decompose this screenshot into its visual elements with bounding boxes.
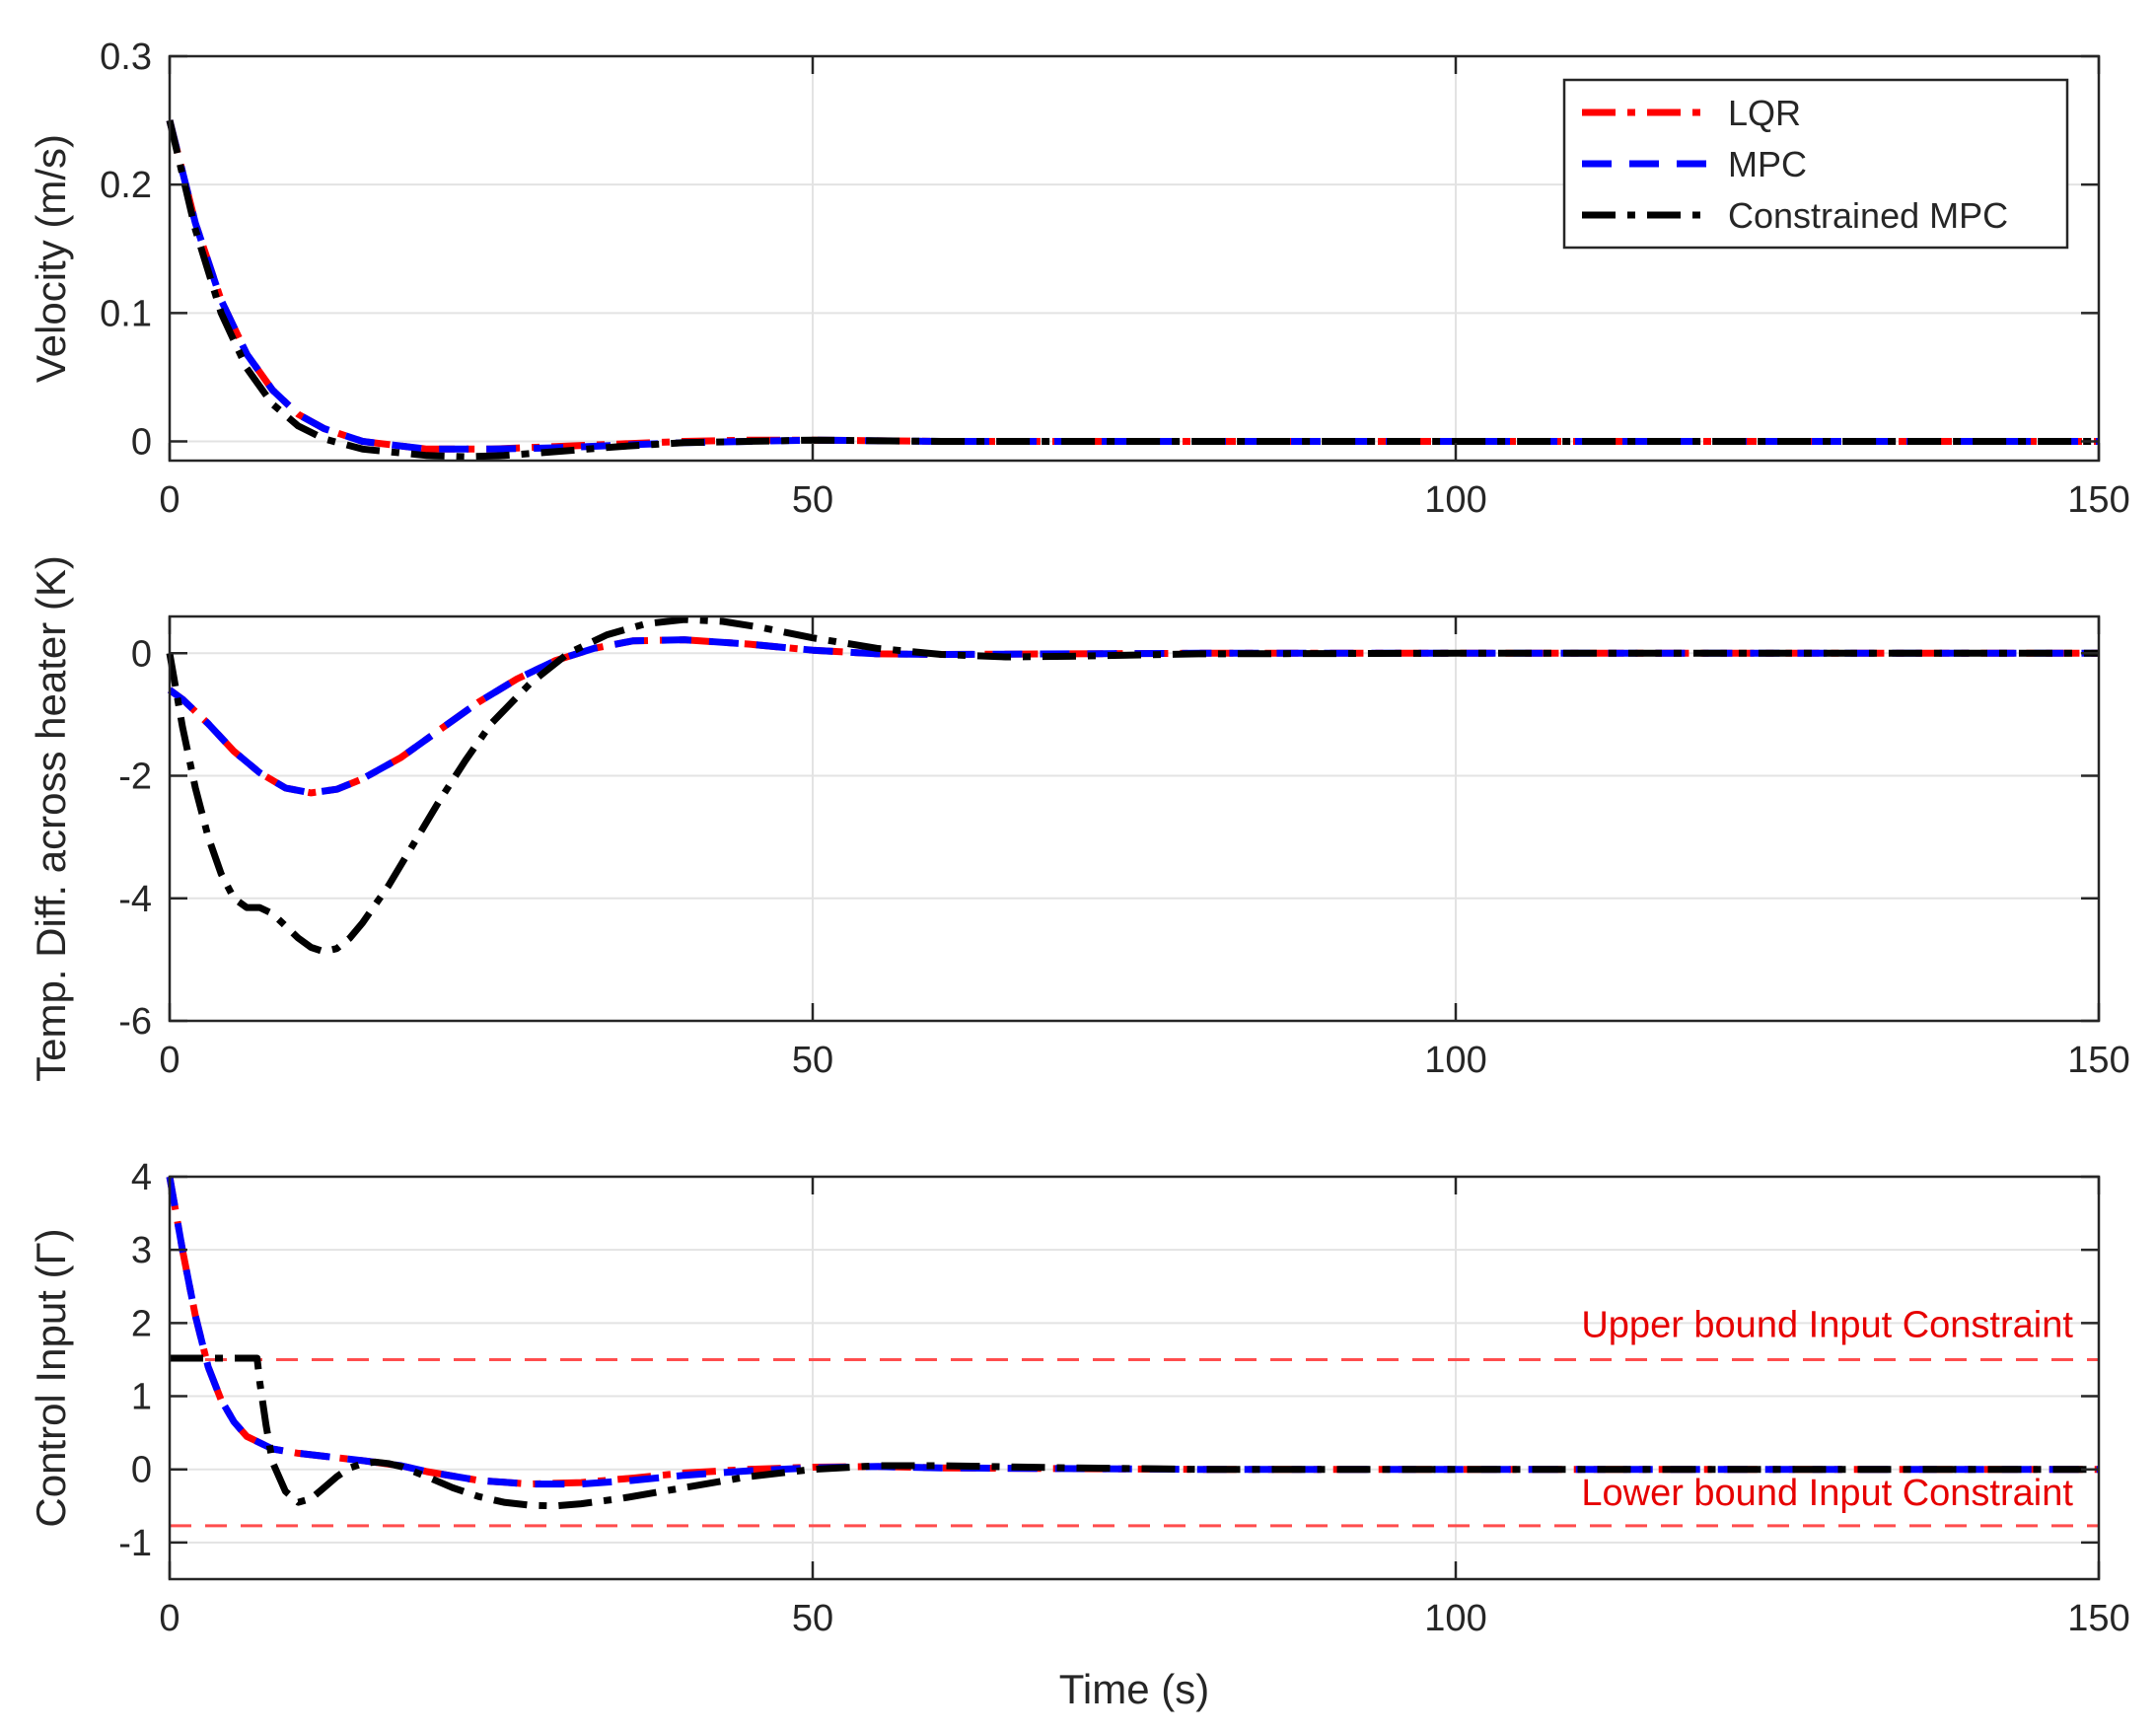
series-line-constrained-mpc: [170, 1354, 2099, 1510]
x-tick-label: 100: [1424, 479, 1486, 521]
subplot-1: 0 50 100 150 0 0.1 0.2 0.3 Velocity (m/s) LQR MPC C…: [28, 36, 2130, 521]
x-tick-label: 100: [1424, 1040, 1486, 1081]
subplot-2: 0 50 100 150 -6 -4 -2 0 Temp. Diff. across heate…: [28, 555, 2130, 1082]
x-tick-label: 50: [792, 479, 833, 521]
y-axis-label: Control Input (Γ): [28, 1228, 74, 1527]
series-line-constrained-mpc: [166, 615, 2099, 956]
x-tick-label: 0: [159, 1040, 180, 1081]
x-tick-label: 50: [792, 1598, 833, 1639]
y-tick-label: 4: [131, 1157, 152, 1198]
y-tick-label: -1: [118, 1523, 152, 1564]
plot-area: [170, 616, 2099, 1021]
y-tick-label: 0: [131, 421, 152, 463]
axes-box: [168, 614, 2101, 1023]
y-tick-label: 0.1: [100, 293, 152, 334]
x-tick-label: 50: [792, 1040, 833, 1081]
constraint-annotation: Upper bound Input Constraint: [1581, 1304, 2073, 1345]
y-tick-label: 0.3: [100, 36, 152, 78]
y-tick-label: 1: [131, 1377, 152, 1418]
x-tick-label: 150: [2067, 479, 2129, 521]
x-tick-label: 150: [2067, 1598, 2129, 1639]
axes-box: [168, 54, 2101, 463]
y-tick-label: 2: [131, 1303, 152, 1344]
y-tick-label: 0: [131, 1450, 152, 1491]
series-line-mpc: [167, 636, 2099, 797]
constraint-annotation: Lower bound Input Constraint: [1581, 1473, 2073, 1514]
y-tick-label: -4: [118, 879, 152, 920]
series-line-lqr: [166, 1176, 2099, 1488]
series-line-constrained-mpc: [166, 119, 2099, 461]
y-axis-label: Temp. Diff. across heater (K): [28, 555, 74, 1082]
x-tick-label: 100: [1424, 1598, 1486, 1639]
y-axis-label: Velocity (m/s): [28, 134, 74, 383]
x-tick-label: 150: [2067, 1040, 2129, 1081]
y-tick-label: -2: [118, 757, 152, 798]
axes-box: [168, 1175, 2101, 1581]
y-tick-label: -6: [118, 1001, 152, 1043]
legend-entry: Constrained MPC: [1728, 195, 2008, 236]
y-tick-label: 0.2: [100, 165, 152, 206]
x-tick-label: 0: [159, 1598, 180, 1639]
y-tick-label: 0: [131, 633, 152, 675]
legend-entry: MPC: [1728, 144, 1807, 184]
plot-area: [170, 1177, 2099, 1579]
legend: LQR MPC Constrained MPC: [1562, 78, 2069, 250]
legend-entry: LQR: [1728, 93, 1801, 133]
x-tick-label: 0: [159, 479, 180, 521]
series-line-mpc: [166, 1176, 2099, 1488]
y-tick-label: 3: [131, 1230, 152, 1271]
x-axis-label: Time (s): [1059, 1666, 1209, 1712]
